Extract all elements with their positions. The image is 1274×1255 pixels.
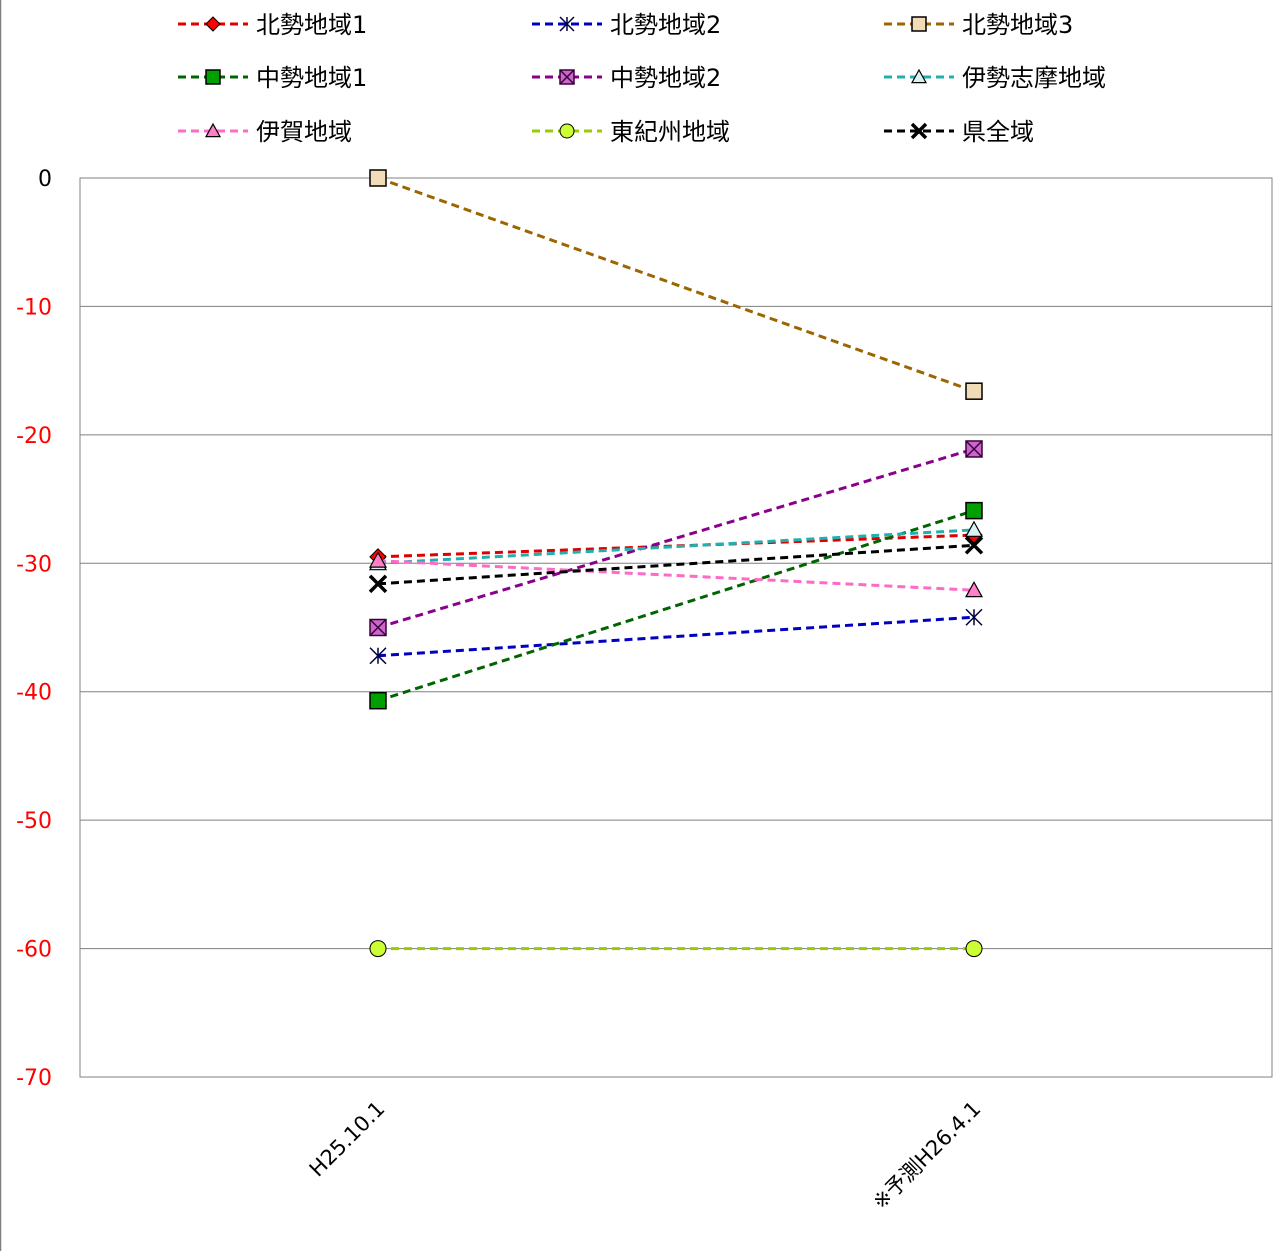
data-point [370,693,386,709]
legend-label: 北勢地域3 [962,11,1073,39]
legend-item: 東紀州地域 [532,118,730,146]
legend-item: 北勢地域1 [178,11,367,39]
legend-item: 北勢地域3 [884,11,1073,39]
y-tick-label: -40 [16,681,52,706]
series-line [378,511,974,701]
data-point [966,441,982,457]
legend-label: 県全域 [962,118,1034,146]
y-tick-label: -20 [16,424,52,449]
legend-marker [912,17,926,31]
data-point [370,620,386,636]
legend-label: 中勢地域1 [256,64,367,92]
data-point [966,503,982,519]
legend-label: 東紀州地域 [610,118,730,146]
legend-item: 県全域 [884,118,1034,146]
legend-label: 北勢地域1 [256,11,367,39]
series-line [378,617,974,656]
series-line [378,535,974,557]
data-point [966,383,982,399]
y-tick-label: -60 [16,938,52,963]
series-line [378,178,974,391]
series-3 [370,170,982,399]
legend-item: 伊賀地域 [178,118,352,146]
y-tick-label: 0 [38,167,52,192]
legend-label: 伊賀地域 [256,118,352,146]
series-line [378,530,974,563]
data-point [370,170,386,186]
legend-item: 伊勢志摩地域 [884,64,1106,92]
plot-area [80,178,1272,1077]
legend-item: 中勢地域2 [532,64,721,92]
legend-marker [560,70,574,84]
y-tick-label: -50 [16,809,52,834]
data-point [370,941,386,957]
x-tick-label: ※予測H26.4.1 [868,1097,986,1215]
legend-label: 中勢地域2 [610,64,721,92]
y-axis-ticks: 0 -10 -20 -30 -40 -50 -60 -70 [16,167,52,1091]
series-2 [370,609,982,664]
x-tick-label: H25.10.1 [305,1097,390,1182]
x-axis-ticks: H25.10.1 ※予測H26.4.1 [305,1097,986,1215]
gridlines [80,306,1272,948]
data-point [966,941,982,957]
y-tick-label: -30 [16,552,52,577]
series-line [378,449,974,628]
legend-label: 伊勢志摩地域 [962,64,1106,92]
legend-marker [206,70,220,84]
y-tick-label: -70 [16,1066,52,1091]
legend-item: 北勢地域2 [532,11,721,39]
y-tick-label: -10 [16,295,52,320]
series-6 [370,522,982,570]
series-line [378,545,974,584]
series-line [378,561,974,591]
legend-marker [206,17,220,31]
legend-label: 北勢地域2 [610,11,721,39]
legend-item: 中勢地域1 [178,64,367,92]
legend-marker [560,124,574,138]
